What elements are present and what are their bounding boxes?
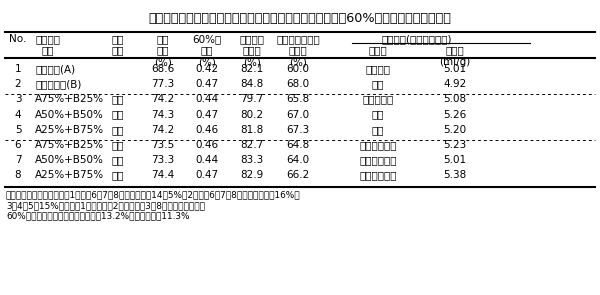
- Text: 79.7: 79.7: [241, 94, 263, 104]
- Text: 80.2: 80.2: [241, 110, 263, 119]
- Text: 4.92: 4.92: [443, 79, 467, 89]
- Text: べとつく: べとつく: [365, 64, 391, 74]
- Text: 66.2: 66.2: [286, 171, 310, 181]
- Text: 77.3: 77.3: [151, 79, 175, 89]
- Text: 製粉
歩留
(%): 製粉 歩留 (%): [154, 34, 172, 67]
- Text: 0.46: 0.46: [196, 125, 218, 135]
- Text: 混合: 混合: [112, 110, 124, 119]
- Text: 混合: 混合: [112, 125, 124, 135]
- Text: 5.01: 5.01: [443, 64, 467, 74]
- Text: 67.3: 67.3: [286, 125, 310, 135]
- Text: 良好: 良好: [372, 110, 384, 119]
- Text: ホクシン(A): ホクシン(A): [35, 64, 75, 74]
- Text: ややべとつく: ややべとつく: [359, 140, 397, 150]
- Text: 5.26: 5.26: [443, 110, 467, 119]
- Text: 83.3: 83.3: [241, 155, 263, 165]
- Text: 加水
方法: 加水 方法: [112, 34, 124, 55]
- Text: 良好: 良好: [372, 79, 384, 89]
- Text: A25%+B75%: A25%+B75%: [35, 125, 104, 135]
- Text: やわらかめ: やわらかめ: [362, 94, 394, 104]
- Text: 82.9: 82.9: [241, 171, 263, 181]
- Text: 74.4: 74.4: [151, 171, 175, 181]
- Text: ややべとつく: ややべとつく: [359, 155, 397, 165]
- Text: A50%+B50%: A50%+B50%: [35, 155, 104, 165]
- Text: 5.38: 5.38: [443, 171, 467, 181]
- Text: 個別: 個別: [112, 155, 124, 165]
- Text: 68.0: 68.0: [286, 79, 310, 89]
- Text: 注）製粉条件　加水目標：1および6，7，8のホクシンは14．5%，2および6，7，8のハルユタカは16%，
3，4，5は15%　　麸：1は軟質用，2は硬質用，3: 注）製粉条件 加水目標：1および6，7，8のホクシンは14．5%，2および6，7…: [6, 191, 301, 220]
- Text: A75%+B25%: A75%+B25%: [35, 94, 104, 104]
- Text: 5.23: 5.23: [443, 140, 467, 150]
- Text: 良好: 良好: [372, 125, 384, 135]
- Text: 67.0: 67.0: [286, 110, 310, 119]
- Text: 表１．ホクシンとハルユタカのブレンド小麦の製粉特性、60%粉の性状及び製パン性: 表１．ホクシンとハルユタカのブレンド小麦の製粉特性、60%粉の性状及び製パン性: [149, 12, 451, 25]
- Text: 1: 1: [14, 64, 22, 74]
- Text: ブレンド
方法: ブレンド 方法: [35, 34, 61, 55]
- Text: 0.47: 0.47: [196, 79, 218, 89]
- Text: 82.1: 82.1: [241, 64, 263, 74]
- Text: 0.42: 0.42: [196, 64, 218, 74]
- Text: 65.8: 65.8: [286, 94, 310, 104]
- Text: 8: 8: [14, 171, 22, 181]
- Text: 84.8: 84.8: [241, 79, 263, 89]
- Text: ファリノグラフ
吸水率
(%): ファリノグラフ 吸水率 (%): [276, 34, 320, 67]
- Text: ミリング
スコア
(%): ミリング スコア (%): [239, 34, 265, 67]
- Text: 68.6: 68.6: [151, 64, 175, 74]
- Text: A50%+B50%: A50%+B50%: [35, 110, 104, 119]
- Text: 64.0: 64.0: [286, 155, 310, 165]
- Text: 74.2: 74.2: [151, 94, 175, 104]
- Text: 60%粉
灰分
(%): 60%粉 灰分 (%): [193, 34, 221, 67]
- Text: 7: 7: [14, 155, 22, 165]
- Text: 混合: 混合: [112, 94, 124, 104]
- Text: A75%+B25%: A75%+B25%: [35, 140, 104, 150]
- Text: 4: 4: [14, 110, 22, 119]
- Text: 0.47: 0.47: [196, 110, 218, 119]
- Text: 64.8: 64.8: [286, 140, 310, 150]
- Text: 0.47: 0.47: [196, 171, 218, 181]
- Text: No.: No.: [10, 34, 26, 44]
- Text: 5: 5: [14, 125, 22, 135]
- Text: 作業性: 作業性: [368, 45, 388, 55]
- Text: 81.8: 81.8: [241, 125, 263, 135]
- Text: 個別: 個別: [112, 140, 124, 150]
- Text: 比容積
(ml/g): 比容積 (ml/g): [439, 45, 470, 67]
- Text: 5.20: 5.20: [443, 125, 467, 135]
- Text: ハルユタカ(B): ハルユタカ(B): [35, 79, 82, 89]
- Text: 2: 2: [14, 79, 22, 89]
- Text: 6: 6: [14, 140, 22, 150]
- Text: ややべとつく: ややべとつく: [359, 171, 397, 181]
- Text: 個別: 個別: [112, 171, 124, 181]
- Text: 0.44: 0.44: [196, 155, 218, 165]
- Text: 73.5: 73.5: [151, 140, 175, 150]
- Text: 0.46: 0.46: [196, 140, 218, 150]
- Text: 73.3: 73.3: [151, 155, 175, 165]
- Text: 5.01: 5.01: [443, 155, 467, 165]
- Text: 5.08: 5.08: [443, 94, 467, 104]
- Text: 0.44: 0.44: [196, 94, 218, 104]
- Text: 74.3: 74.3: [151, 110, 175, 119]
- Text: A25%+B75%: A25%+B75%: [35, 171, 104, 181]
- Text: 製パン性(ノータイム法): 製パン性(ノータイム法): [381, 34, 452, 44]
- Text: 60.0: 60.0: [287, 64, 310, 74]
- Text: 82.7: 82.7: [241, 140, 263, 150]
- Text: 74.2: 74.2: [151, 125, 175, 135]
- Text: 3: 3: [14, 94, 22, 104]
